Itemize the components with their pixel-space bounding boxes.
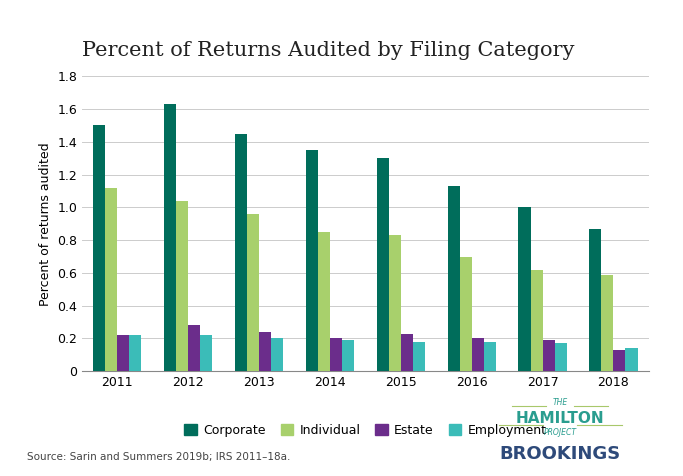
Bar [413,342,425,371]
Y-axis label: Percent of returns audited: Percent of returns audited [38,142,51,306]
Bar [105,188,117,371]
Bar [342,340,354,371]
Bar [447,186,460,371]
Bar [389,235,401,371]
Bar [613,350,626,371]
Bar [271,338,283,371]
Bar [200,335,212,371]
Bar [484,342,496,371]
Bar [94,125,105,371]
Bar [259,332,271,371]
Bar [130,335,141,371]
Bar [518,208,531,371]
Bar [164,104,176,371]
Text: THE: THE [553,398,568,407]
Bar [247,214,259,371]
Text: Source: Sarin and Summers 2019b; IRS 2011–18a.: Source: Sarin and Summers 2019b; IRS 201… [27,452,291,462]
Bar [330,338,342,371]
Bar [306,150,318,371]
Bar [555,343,567,371]
Bar [460,257,472,371]
Text: Percent of Returns Audited by Filing Category: Percent of Returns Audited by Filing Cat… [82,40,574,60]
Bar [542,340,555,371]
Bar [318,232,330,371]
Bar [377,158,389,371]
Bar [531,269,542,371]
Bar [176,201,189,371]
Bar [189,326,200,371]
Bar [117,335,130,371]
Legend: Corporate, Individual, Estate, Employment: Corporate, Individual, Estate, Employmen… [180,419,551,442]
Text: PROJECT: PROJECT [544,428,576,437]
Text: BROOKINGS: BROOKINGS [499,445,621,463]
Bar [235,134,247,371]
Bar [472,338,484,371]
Bar [589,228,601,371]
Bar [601,275,613,371]
Text: HAMILTON: HAMILTON [516,411,604,426]
Bar [626,348,637,371]
Bar [401,334,413,371]
